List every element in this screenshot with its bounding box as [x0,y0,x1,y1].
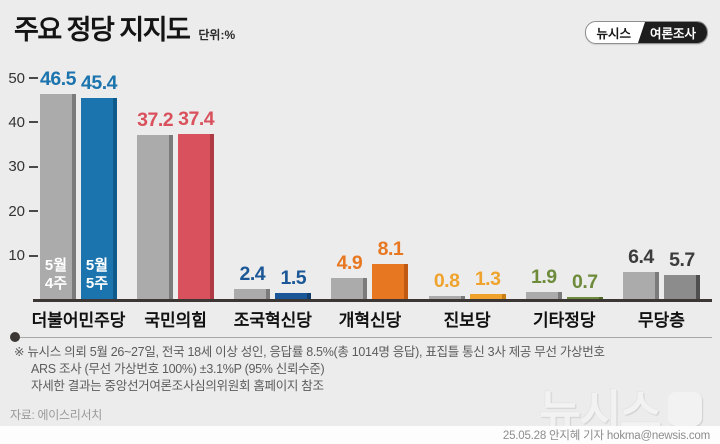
source-label: 자료: 에이스리서치 [10,408,102,422]
value-label: 4.9 [336,252,363,275]
value-label: 0.8 [433,270,460,293]
bar-week5: 5월 5주 [81,98,117,300]
bar-week5 [372,264,409,300]
footnote-line-1: ※ 뉴시스 의뢰 5월 26~27일, 전국 18세 이상 성인, 응답률 8.… [14,345,605,359]
value-label: 0.7 [571,270,598,293]
badge-newsis-label: 뉴시스 [596,27,631,41]
y-tick-label: 20 [8,202,25,220]
category-label: 기타정당 [533,311,596,330]
category-label: 국민의힘 [144,311,207,330]
bar-week4 [137,134,174,300]
bar-week5 [469,294,506,300]
value-label: 1.5 [280,267,307,290]
bar-shade-edge [404,264,409,300]
bar-week4 [525,291,562,300]
value-label: 2.4 [239,263,266,286]
bar-shade-edge [169,134,174,300]
y-tick: 10 [4,247,38,265]
bar-shade-edge [307,293,312,300]
footnote-line-3: 자세한 결과는 중앙선거여론조사심의위원회 홈페이지 참조 [31,379,324,393]
value-label: 1.9 [530,265,557,288]
bar-group: 37.2 37.4 국민의힘 [137,78,215,330]
footnote: ※ 뉴시스 의뢰 5월 26~27일, 전국 18세 이상 성인, 응답률 8.… [14,344,605,395]
separator-dot [10,332,20,342]
y-tick-label: 50 [8,69,25,87]
newsis-poll-badge: 뉴시스 여론조사 [585,21,708,44]
category-label: 조국혁신당 [233,311,312,330]
value-label: 45.4 [81,72,117,95]
category-label: 진보당 [443,311,491,330]
unit-label: 단위:% [198,28,236,42]
category-label: 무당층 [637,311,685,330]
value-label: 46.5 [40,67,76,90]
value-label: 37.2 [137,108,174,131]
bar-week4 [622,271,659,300]
y-tick-label: 30 [8,158,25,176]
titlebar: 주요 정당 지지도 단위:% [14,8,235,47]
credit-strip: 25.05.28 안지혜 기자 hokma@newsis.com [0,426,720,444]
bar-week4: 5월 4주 [40,93,76,300]
bar-week5 [663,274,700,300]
value-label: 5.7 [669,248,695,271]
category-label: 더불어민주당 [31,311,126,330]
bar-shade-edge [598,296,603,300]
bar-shade-edge [460,296,465,300]
watermark-square-icon [668,392,702,426]
bar-group: 2.4 1.5 조국혁신당 [234,78,312,330]
bar-week5 [178,133,215,300]
y-tick-label: 40 [8,113,25,131]
bar-group: 6.4 5.7 무당층 [622,78,700,330]
bar-groups: 5월 4주 46.5 5월 5주 45.4 더불어민주당 37.2 37.4 국민의힘 2.4 1.5… [32,68,700,330]
y-tick-mark [29,121,38,124]
y-tick: 20 [4,202,38,220]
in-bar-series-label: 5월 4주 [44,257,68,292]
in-bar-series-label: 5월 5주 [85,257,109,292]
category-label: 개혁신당 [338,311,402,330]
y-axis: 10 20 30 40 50 [4,70,38,300]
value-label: 1.3 [474,268,501,291]
byline-credit: 25.05.28 안지혜 기자 hokma@newsis.com [502,430,710,442]
y-tick: 30 [4,158,38,176]
bar-week4 [234,289,271,300]
x-axis-baseline [33,299,712,302]
separator-line [13,337,712,338]
bar-group: 1.9 0.7 기타정당 [525,78,603,330]
bar-week5 [566,296,603,300]
bar-week5 [275,293,312,300]
y-tick: 50 [4,69,38,87]
badge-poll-label: 여론조사 [637,22,707,43]
y-tick-mark [29,254,38,257]
y-tick-mark [29,77,38,79]
bar-week4 [331,278,368,300]
bar-group: 4.9 8.1 개혁신당 [331,78,409,330]
bar-shade-edge [72,93,76,300]
y-tick-mark [29,165,38,168]
bar-group: 0.8 1.3 진보당 [428,78,506,330]
bar-shade-edge [266,289,271,300]
bar-shade-edge [654,271,659,300]
bar-shade-edge [363,278,368,300]
value-label: 6.4 [628,245,654,268]
y-tick-mark [29,210,38,213]
bar-shade-edge [113,98,117,300]
footnote-line-2: ARS 조사 (무선 가상번호 100%) ±3.1%P (95% 신뢰수준) [31,362,325,376]
page-title: 주요 정당 지지도 [14,15,191,45]
plot-area: 5월 4주 46.5 5월 5주 45.4 더불어민주당 37.2 37.4 국민의힘 2.4 1.5… [32,68,700,330]
bar-shade-edge [210,133,215,300]
y-tick-label: 10 [8,247,25,265]
bar-shade-edge [501,294,506,300]
value-label: 37.4 [178,107,215,130]
bar-week4 [428,296,465,300]
bar-shade-edge [557,291,562,300]
bar-shade-edge [695,274,700,300]
bar-group: 5월 4주 46.5 5월 5주 45.4 더불어민주당 [32,68,126,330]
value-label: 8.1 [377,238,404,261]
y-tick: 40 [4,113,38,131]
